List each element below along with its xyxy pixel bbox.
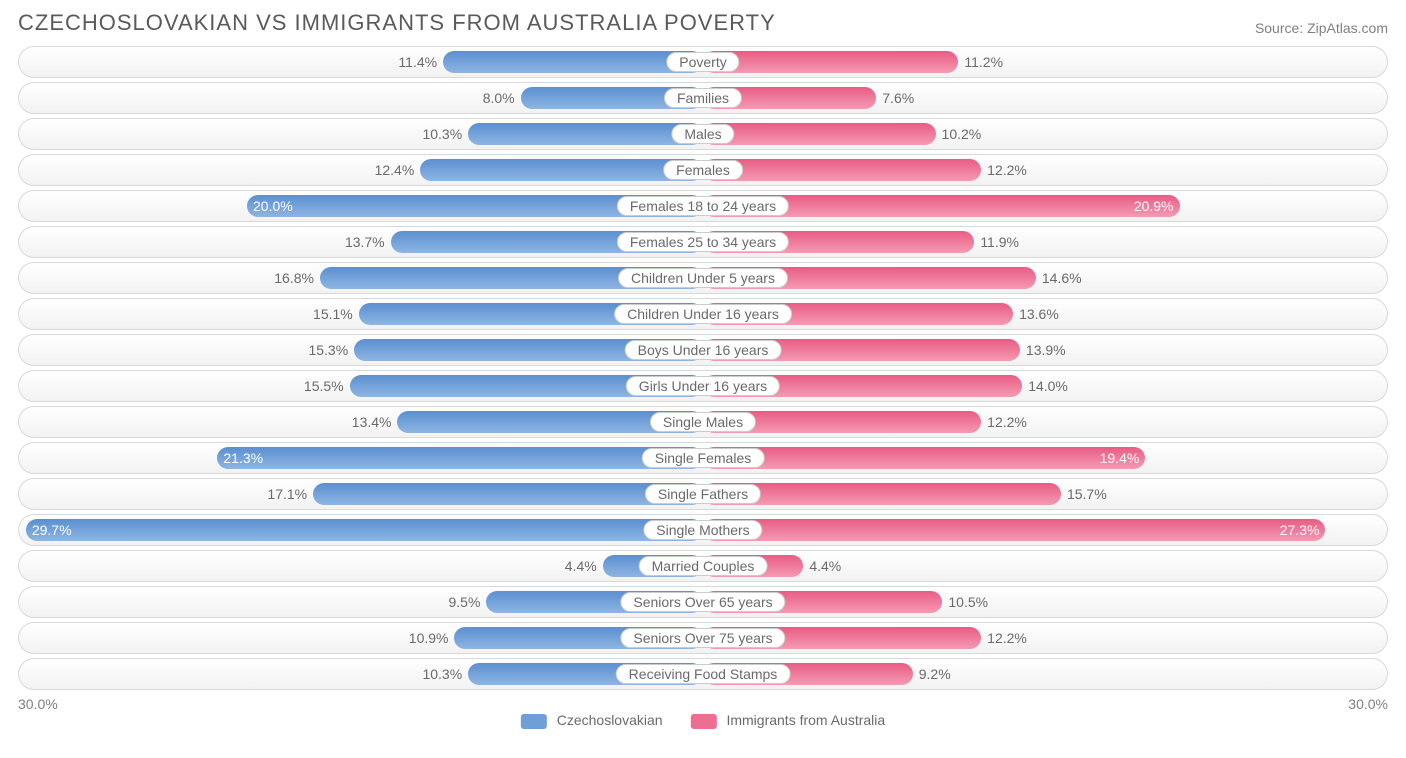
legend-swatch-right: [691, 714, 717, 729]
category-label: Females: [663, 160, 743, 180]
value-left: 13.4%: [352, 414, 392, 430]
value-right: 9.2%: [919, 666, 951, 682]
value-left: 9.5%: [448, 594, 480, 610]
bar-right: 19.4%: [703, 447, 1145, 469]
value-right: 12.2%: [987, 414, 1027, 430]
legend-swatch-left: [521, 714, 547, 729]
category-label: Single Mothers: [643, 520, 762, 540]
value-left: 29.7%: [32, 522, 72, 538]
value-left: 10.3%: [422, 126, 462, 142]
value-left: 11.4%: [398, 54, 437, 70]
bar-left: 29.7%: [26, 519, 703, 541]
legend: Czechoslovakian Immigrants from Australi…: [521, 712, 885, 729]
diverging-bar-chart: 11.4%11.2%Poverty8.0%7.6%Families10.3%10…: [0, 42, 1406, 690]
value-left: 10.3%: [422, 666, 462, 682]
chart-row: 9.5% 10.5% Seniors Over 65 years: [18, 586, 1388, 618]
value-left: 15.3%: [308, 342, 348, 358]
value-right: 27.3%: [1280, 522, 1320, 538]
value-left: 17.1%: [267, 486, 307, 502]
axis-left-max: 30.0%: [18, 696, 58, 712]
axis-right-max: 30.0%: [1348, 696, 1388, 712]
chart-row: 13.7% 11.9% Females 25 to 34 years: [18, 226, 1388, 258]
bar-left: 12.4%: [420, 159, 703, 181]
value-right: 13.6%: [1019, 306, 1059, 322]
category-label: Children Under 5 years: [618, 268, 788, 288]
value-right: 20.9%: [1134, 198, 1174, 214]
value-left: 16.8%: [274, 270, 314, 286]
chart-row: 15.3% 13.9% Boys Under 16 years: [18, 334, 1388, 366]
category-label: Children Under 16 years: [614, 304, 792, 324]
chart-row: 11.4%11.2%Poverty: [18, 46, 1388, 78]
bar-right: 10.2%: [703, 123, 936, 145]
category-label: Boys Under 16 years: [625, 340, 782, 360]
bar-left: 11.4%: [443, 51, 703, 73]
category-label: Married Couples: [639, 556, 768, 576]
chart-row: 15.1% 13.6% Children Under 16 years: [18, 298, 1388, 330]
legend-item-left: Czechoslovakian: [521, 712, 663, 729]
chart-row: 10.3%10.2%Males: [18, 118, 1388, 150]
category-label: Females 25 to 34 years: [617, 232, 789, 252]
value-left: 4.4%: [565, 558, 597, 574]
bar-left: 21.3%: [217, 447, 703, 469]
value-left: 12.4%: [375, 162, 415, 178]
value-left: 20.0%: [253, 198, 293, 214]
category-label: Girls Under 16 years: [626, 376, 780, 396]
legend-item-right: Immigrants from Australia: [691, 712, 886, 729]
chart-row: 17.1% 15.7% Single Fathers: [18, 478, 1388, 510]
value-right: 10.5%: [948, 594, 988, 610]
value-right: 7.6%: [882, 90, 914, 106]
bar-right: 11.2%: [703, 51, 958, 73]
value-right: 10.2%: [942, 126, 982, 142]
value-right: 13.9%: [1026, 342, 1066, 358]
category-label: Families: [664, 88, 742, 108]
chart-row: 10.9% 12.2% Seniors Over 75 years: [18, 622, 1388, 654]
chart-row: 12.4%12.2%Females: [18, 154, 1388, 186]
legend-label-right: Immigrants from Australia: [726, 712, 885, 728]
chart-row: 10.3% 9.2% Receiving Food Stamps: [18, 658, 1388, 690]
value-left: 21.3%: [223, 450, 263, 466]
value-right: 4.4%: [809, 558, 841, 574]
bar-right: 27.3%: [703, 519, 1325, 541]
source-attribution: Source: ZipAtlas.com: [1255, 20, 1388, 36]
category-label: Males: [671, 124, 734, 144]
chart-row: 21.3% 19.4% Single Females: [18, 442, 1388, 474]
chart-row: 29.7% 27.3% Single Mothers: [18, 514, 1388, 546]
chart-row: 16.8% 14.6% Children Under 5 years: [18, 262, 1388, 294]
chart-row: 8.0% 7.6% Families: [18, 82, 1388, 114]
chart-title: CZECHOSLOVAKIAN VS IMMIGRANTS FROM AUSTR…: [18, 10, 776, 36]
value-left: 15.5%: [304, 378, 344, 394]
value-right: 12.2%: [987, 630, 1027, 646]
value-left: 8.0%: [483, 90, 515, 106]
category-label: Receiving Food Stamps: [616, 664, 791, 684]
value-right: 11.2%: [964, 54, 1003, 70]
legend-label-left: Czechoslovakian: [557, 712, 663, 728]
value-left: 13.7%: [345, 234, 385, 250]
chart-row: 13.4% 12.2% Single Males: [18, 406, 1388, 438]
category-label: Seniors Over 65 years: [620, 592, 785, 612]
value-right: 12.2%: [987, 162, 1027, 178]
bar-right: 12.2%: [703, 159, 981, 181]
category-label: Seniors Over 75 years: [620, 628, 785, 648]
value-right: 19.4%: [1100, 450, 1140, 466]
category-label: Single Fathers: [645, 484, 761, 504]
value-left: 10.9%: [409, 630, 449, 646]
chart-row: 20.0% 20.9% Females 18 to 24 years: [18, 190, 1388, 222]
value-right: 14.6%: [1042, 270, 1082, 286]
category-label: Poverty: [666, 52, 739, 72]
value-left: 15.1%: [313, 306, 353, 322]
category-label: Single Females: [642, 448, 765, 468]
value-right: 14.0%: [1028, 378, 1068, 394]
category-label: Females 18 to 24 years: [617, 196, 789, 216]
chart-row: 15.5% 14.0% Girls Under 16 years: [18, 370, 1388, 402]
chart-row: 4.4% 4.4% Married Couples: [18, 550, 1388, 582]
value-right: 11.9%: [980, 234, 1019, 250]
category-label: Single Males: [650, 412, 756, 432]
bar-left: 10.3%: [468, 123, 703, 145]
value-right: 15.7%: [1067, 486, 1107, 502]
